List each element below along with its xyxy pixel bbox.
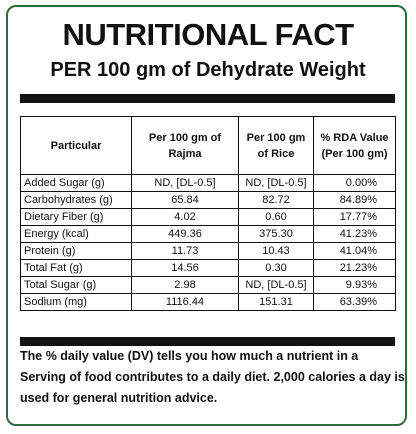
table-cell: Added Sugar (g) xyxy=(20,174,132,192)
table-cell: Protein (g) xyxy=(20,242,132,260)
table-row: Energy (kcal) 449.36 375.30 41.23% xyxy=(20,225,396,243)
table-cell: 449.36 xyxy=(131,225,239,243)
label-border xyxy=(6,5,407,426)
table-row: Dietary Fiber (g) 4.02 0.60 17.77% xyxy=(20,208,396,226)
table-cell: 4.02 xyxy=(131,208,239,226)
table-cell: 375.30 xyxy=(238,225,314,243)
table-cell: 17.77% xyxy=(313,208,396,226)
table-cell: Dietary Fiber (g) xyxy=(20,208,132,226)
table-cell: ND, [DL-0.5] xyxy=(238,174,314,192)
table-cell: 10.43 xyxy=(238,242,314,260)
table-cell: 65.84 xyxy=(131,191,239,209)
table-cell: 151.31 xyxy=(238,293,314,311)
table-cell: 63.39% xyxy=(313,293,396,311)
column-header: Per 100 gm of Rice xyxy=(238,116,314,175)
table-row: Protein (g) 11.73 10.43 41.04% xyxy=(20,242,396,260)
table-cell: Sodium (mg) xyxy=(20,293,132,311)
page-subtitle: PER 100 gm of Dehydrate Weight xyxy=(50,59,366,81)
table-cell: 1116.44 xyxy=(131,293,239,311)
column-header: % RDA Value (Per 100 gm) xyxy=(313,116,396,175)
table-cell: Total Sugar (g) xyxy=(20,276,132,294)
table-cell: Total Fat (g) xyxy=(20,259,132,277)
bottom-divider-bar xyxy=(20,337,395,346)
column-header: Per 100 gm of Rajma xyxy=(131,116,239,175)
table-cell: 82.72 xyxy=(238,191,314,209)
table-row: Total Sugar (g) 2.98 ND, [DL-0.5] 9.93% xyxy=(20,276,396,294)
daily-value-note: The % daily value (DV) tells you how muc… xyxy=(20,349,405,405)
table-cell: Energy (kcal) xyxy=(20,225,132,243)
top-divider-bar xyxy=(20,94,395,103)
page-title: NUTRITIONAL FACT xyxy=(62,17,354,52)
table-cell: ND, [DL-0.5] xyxy=(238,276,314,294)
table-cell: 21.23% xyxy=(313,259,396,277)
table-cell: Carbohydrates (g) xyxy=(20,191,132,209)
nutrition-table: Particular Per 100 gm of Rajma Per 100 g… xyxy=(20,116,396,311)
table-header-row: Particular Per 100 gm of Rajma Per 100 g… xyxy=(20,116,396,175)
table-row: Sodium (mg) 1116.44 151.31 63.39% xyxy=(20,293,396,311)
table-cell: 14.56 xyxy=(131,259,239,277)
table-cell: 9.93% xyxy=(313,276,396,294)
column-header: Particular xyxy=(20,116,132,175)
table-cell: 0.00% xyxy=(313,174,396,192)
table-cell: 2.98 xyxy=(131,276,239,294)
table-cell: 11.73 xyxy=(131,242,239,260)
table-row: Added Sugar (g) ND, [DL-0.5] ND, [DL-0.5… xyxy=(20,174,396,192)
nutrition-table-wrap: Particular Per 100 gm of Rajma Per 100 g… xyxy=(20,116,396,311)
table-row: Total Fat (g) 14.56 0.30 21.23% xyxy=(20,259,396,277)
table-cell: ND, [DL-0.5] xyxy=(131,174,239,192)
table-cell: 0.30 xyxy=(238,259,314,277)
table-row: Carbohydrates (g) 65.84 82.72 84.89% xyxy=(20,191,396,209)
table-cell: 84.89% xyxy=(313,191,396,209)
table-cell: 41.04% xyxy=(313,242,396,260)
table-cell: 0.60 xyxy=(238,208,314,226)
table-cell: 41.23% xyxy=(313,225,396,243)
